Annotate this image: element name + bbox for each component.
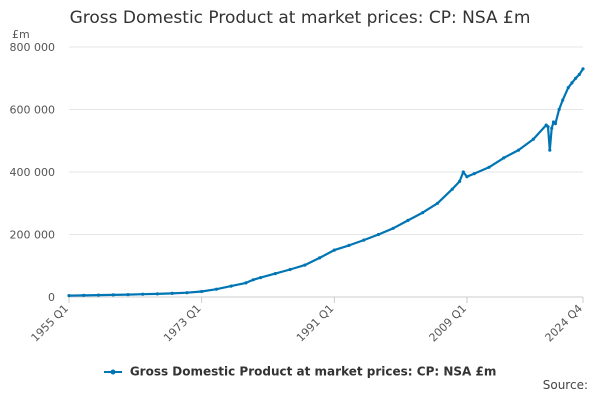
data-point[interactable] [421, 211, 425, 215]
data-point[interactable] [450, 187, 454, 191]
data-point[interactable] [391, 226, 395, 230]
data-point[interactable] [550, 126, 554, 130]
data-point[interactable] [516, 148, 521, 152]
x-tick-label: 2009 Q1 [427, 302, 470, 345]
data-point[interactable] [581, 67, 585, 71]
data-point[interactable] [546, 125, 550, 129]
data-point[interactable] [574, 76, 578, 80]
data-point[interactable] [557, 107, 561, 112]
data-point[interactable] [259, 276, 263, 280]
chart-title: Gross Domestic Product at market prices:… [69, 8, 531, 28]
data-point[interactable] [155, 292, 159, 296]
data-point[interactable] [472, 172, 476, 176]
data-point[interactable] [214, 287, 218, 291]
source-label: Source: [542, 378, 588, 392]
data-point[interactable] [570, 81, 574, 85]
y-tick-label: 200 000 [10, 229, 56, 242]
y-axis-unit-label: £m [12, 28, 30, 41]
data-point[interactable] [435, 201, 440, 205]
y-tick-label: 400 000 [10, 166, 56, 179]
data-point[interactable] [406, 218, 410, 222]
series-layer [67, 67, 585, 298]
x-tick-label: 1955 Q1 [29, 302, 72, 345]
y-axis-tick-labels: 0 200 000 400 000 600 000 800 000 [10, 41, 56, 304]
data-point[interactable] [566, 86, 570, 90]
data-point[interactable] [458, 179, 462, 183]
data-point[interactable] [96, 293, 101, 297]
data-point[interactable] [376, 232, 381, 237]
legend-swatch-icon [103, 369, 122, 374]
data-point[interactable] [273, 272, 277, 276]
data-point[interactable] [502, 156, 506, 160]
data-point[interactable] [185, 291, 189, 295]
data-point[interactable] [561, 98, 565, 102]
series-line[interactable] [68, 68, 584, 297]
y-tick-label: 600 000 [10, 104, 56, 117]
data-point[interactable] [461, 170, 465, 174]
data-point[interactable] [67, 294, 71, 298]
data-point[interactable] [332, 248, 336, 252]
data-point[interactable] [111, 293, 115, 297]
data-point[interactable] [251, 278, 255, 282]
x-tick-label: 1973 Q1 [161, 302, 204, 345]
data-point[interactable] [548, 148, 552, 152]
x-axis: 1955 Q1 1973 Q1 1991 Q1 2009 Q1 2024 Q4 [29, 296, 586, 345]
data-point[interactable] [318, 256, 322, 260]
legend-label: Gross Domestic Product at market prices:… [129, 364, 497, 379]
x-tick-label: 1991 Q1 [294, 302, 337, 345]
legend[interactable]: Gross Domestic Product at market prices:… [0, 364, 600, 379]
data-point[interactable] [229, 284, 233, 288]
data-point[interactable] [487, 165, 491, 169]
data-point[interactable] [200, 289, 204, 294]
data-point[interactable] [244, 281, 248, 285]
data-point[interactable] [577, 72, 581, 77]
data-point[interactable] [553, 122, 558, 126]
x-tick-label: 2024 Q4 [543, 302, 586, 345]
data-point[interactable] [347, 243, 351, 247]
data-point[interactable] [465, 175, 469, 179]
data-point[interactable] [170, 291, 174, 295]
y-tick-label: 800 000 [10, 41, 56, 54]
data-point[interactable] [82, 293, 86, 297]
y-tick-label: 0 [48, 291, 55, 304]
data-point[interactable] [141, 292, 145, 296]
data-point[interactable] [288, 267, 292, 272]
data-point[interactable] [303, 263, 307, 267]
data-point[interactable] [126, 293, 130, 297]
data-point[interactable] [531, 137, 535, 141]
gridlines [69, 46, 583, 298]
data-point[interactable] [362, 238, 366, 242]
